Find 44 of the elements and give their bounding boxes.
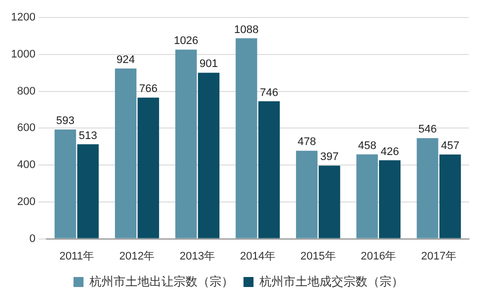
data-label: 397 <box>320 151 339 164</box>
y-tick-label: 800 <box>17 85 36 98</box>
x-tick-label: 2011年 <box>59 250 94 262</box>
bar <box>318 166 340 238</box>
data-label: 1026 <box>174 35 198 48</box>
data-label: 478 <box>298 136 316 148</box>
data-label: 766 <box>139 83 158 96</box>
bar <box>356 154 378 238</box>
bar <box>258 101 280 238</box>
x-tick-label: 2017年 <box>421 250 457 262</box>
data-label: 1088 <box>234 24 259 36</box>
data-label: 458 <box>358 140 376 152</box>
y-tick-label: 0 <box>29 232 36 245</box>
y-tick-label: 200 <box>17 196 36 208</box>
bar <box>138 98 160 238</box>
data-label: 546 <box>418 124 437 136</box>
bar <box>175 50 197 238</box>
bar <box>296 150 318 238</box>
bar <box>77 144 99 238</box>
bar <box>198 72 220 238</box>
legend-label: 杭州市土地出让宗数（宗） <box>88 274 234 288</box>
data-label: 457 <box>440 140 460 152</box>
x-tick-label: 2013年 <box>180 250 216 262</box>
x-tick-label: 2014年 <box>240 250 276 262</box>
y-tick-label: 1000 <box>10 48 36 60</box>
x-tick-label: 2012年 <box>119 250 155 262</box>
data-label: 901 <box>200 58 218 70</box>
bar <box>114 68 136 238</box>
bar <box>379 160 401 238</box>
y-tick-label: 1200 <box>10 12 36 24</box>
bar <box>439 154 461 238</box>
x-tick-label: 2016年 <box>360 250 396 262</box>
bar <box>236 38 258 238</box>
x-tick-label: 2015年 <box>300 250 336 262</box>
y-tick-label: 600 <box>17 122 36 134</box>
data-label: 746 <box>260 86 278 99</box>
data-label: 593 <box>56 115 75 128</box>
data-label: 924 <box>116 54 135 66</box>
data-label: 513 <box>78 130 98 142</box>
legend-label: 杭州市土地成交宗数（宗） <box>258 274 404 288</box>
bar <box>54 129 76 238</box>
data-label: 426 <box>380 146 399 158</box>
y-tick-label: 400 <box>17 159 36 172</box>
bar <box>416 138 438 238</box>
